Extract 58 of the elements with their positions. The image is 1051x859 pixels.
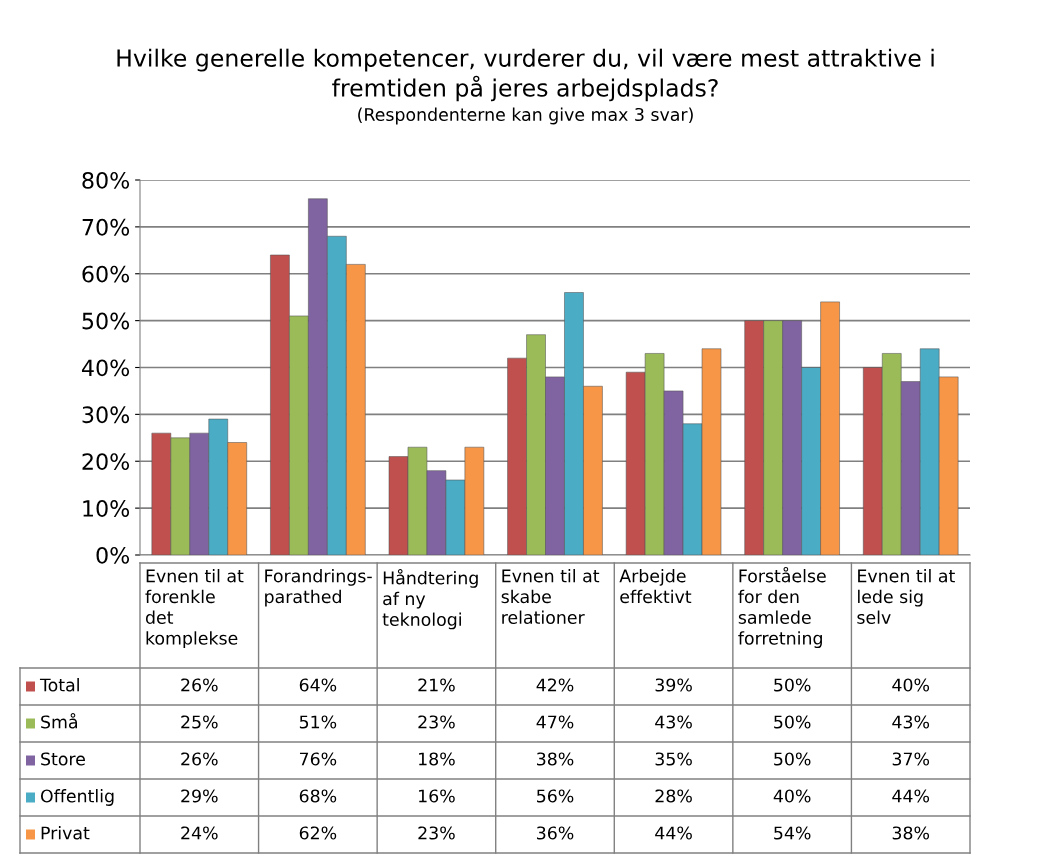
data-label: 24% — [181, 826, 218, 840]
x-tick-label: Arbejde effektivt — [619, 569, 692, 604]
data-label: 40% — [773, 789, 811, 803]
data-label: 26% — [181, 752, 218, 766]
data-label: 39% — [655, 678, 692, 692]
x-tick-label: Håndtering af ny teknologi — [382, 569, 478, 630]
data-label: 54% — [774, 826, 811, 840]
y-tick-label: 70% — [82, 218, 130, 236]
data-label: 51% — [299, 715, 337, 729]
y-tick-label: 40% — [81, 359, 130, 377]
data-label: 23% — [418, 826, 455, 840]
y-tick-label: 20% — [82, 453, 130, 471]
data-label: 50% — [774, 752, 811, 766]
legend-label: Store — [41, 752, 85, 766]
y-tick-label: 0% — [96, 546, 130, 564]
data-label: 62% — [299, 826, 337, 840]
x-tick-label: Forandrings- parathed — [265, 569, 372, 607]
y-tick-label: 10% — [83, 500, 130, 517]
data-label: 23% — [418, 715, 455, 729]
data-label: 21% — [418, 678, 455, 692]
legend-label: Små — [41, 713, 77, 729]
data-label: 16% — [419, 789, 455, 803]
chart-subtitle: (Respondenterne kan give max 3 svar) — [358, 107, 693, 125]
data-label: 18% — [419, 752, 455, 766]
data-label: 40% — [892, 678, 930, 692]
data-label: 38% — [537, 752, 574, 766]
data-label: 64% — [299, 678, 337, 692]
x-tick-label: Evnen til at lede sig selv — [857, 569, 955, 624]
data-label: 38% — [892, 826, 930, 840]
x-tick-label: Evnen til at skabe relationer — [501, 569, 600, 624]
y-tick-label: 80% — [82, 171, 130, 189]
data-label: 56% — [537, 789, 574, 803]
data-label: 35% — [655, 752, 692, 766]
data-label: 36% — [537, 826, 574, 840]
legend-label: Offentlig — [40, 789, 114, 806]
data-label: 47% — [536, 715, 574, 729]
data-label: 50% — [774, 678, 811, 692]
x-tick-label: Evnen til at forenkle det komplekse — [145, 569, 244, 649]
data-label: 43% — [655, 715, 692, 729]
data-label: 25% — [181, 715, 218, 729]
x-tick-label: Forståelse for den samlede forretning — [738, 566, 826, 649]
data-label: 26% — [181, 678, 218, 692]
y-tick-label: 60% — [82, 265, 130, 283]
chart-title: Hvilke generelle kompetencer, vurderer du, vil være mest attraktive i fremtiden på jeres arbejdsplads? — [117, 48, 934, 102]
data-label: 44% — [892, 789, 930, 803]
data-label: 44% — [655, 826, 692, 840]
data-label: 50% — [774, 715, 811, 729]
legend-label: Total — [39, 678, 79, 692]
data-label: 76% — [299, 752, 337, 766]
data-label: 29% — [181, 789, 218, 803]
y-tick-label: 50% — [82, 312, 130, 330]
data-label: 68% — [299, 789, 337, 803]
data-label: 37% — [892, 752, 930, 766]
data-label: 28% — [655, 789, 692, 803]
data-label: 42% — [536, 678, 574, 692]
data-label: 43% — [892, 715, 930, 729]
legend-label: Privat — [41, 826, 90, 840]
y-tick-label: 30% — [82, 406, 130, 424]
